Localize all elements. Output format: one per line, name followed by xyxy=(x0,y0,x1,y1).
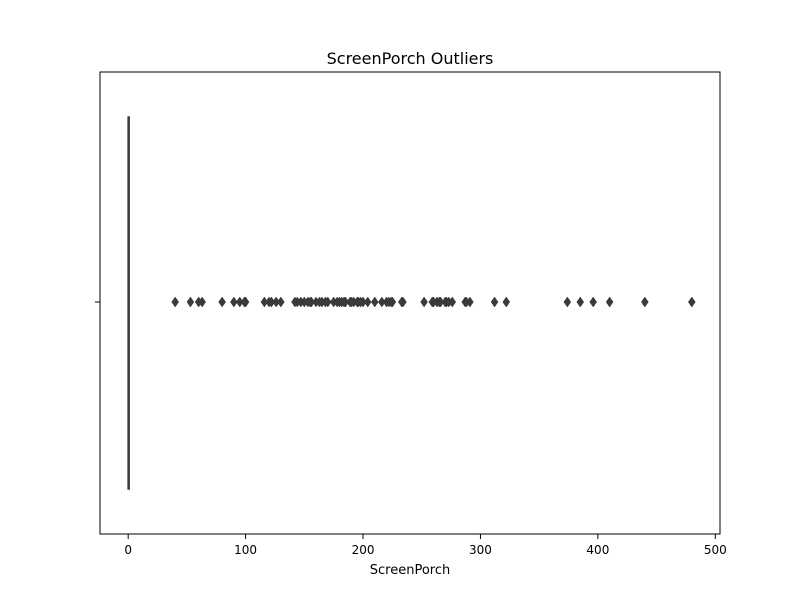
outlier-points xyxy=(171,296,696,308)
outlier-point xyxy=(563,296,572,308)
outlier-point xyxy=(605,296,614,308)
x-axis-ticks: 0 100 200 300 400 500 xyxy=(124,534,727,557)
outlier-point xyxy=(323,296,332,308)
outlier-point xyxy=(218,296,226,308)
outlier-point xyxy=(688,296,696,308)
x-tick-label: 400 xyxy=(586,543,609,557)
outlier-point xyxy=(171,296,179,308)
outlier-point xyxy=(448,296,457,308)
outlier-point xyxy=(186,296,195,308)
x-tick-label: 200 xyxy=(352,543,375,557)
x-axis-label: ScreenPorch xyxy=(370,563,450,578)
box-layer xyxy=(127,116,130,490)
x-tick-label: 0 xyxy=(124,543,132,557)
chart-title: ScreenPorch Outliers xyxy=(327,49,494,68)
outlier-point xyxy=(277,296,285,308)
outlier-point xyxy=(370,296,379,308)
outlier-point xyxy=(589,296,597,308)
outlier-point xyxy=(490,296,499,308)
outlier-point xyxy=(420,296,428,308)
outlier-point xyxy=(399,296,407,308)
outlier-point xyxy=(388,296,397,308)
outlier-point xyxy=(576,296,585,308)
plot-area-frame xyxy=(99,71,721,535)
outlier-point xyxy=(198,296,206,308)
outlier-point xyxy=(502,296,511,308)
outlier-point xyxy=(241,296,250,308)
outlier-point xyxy=(230,296,238,308)
x-tick-label: 300 xyxy=(469,543,492,557)
outlier-point xyxy=(466,296,474,308)
x-tick-label: 100 xyxy=(234,543,257,557)
outlier-point xyxy=(641,296,649,308)
outlier-point xyxy=(363,296,372,308)
x-tick-label: 500 xyxy=(704,543,727,557)
